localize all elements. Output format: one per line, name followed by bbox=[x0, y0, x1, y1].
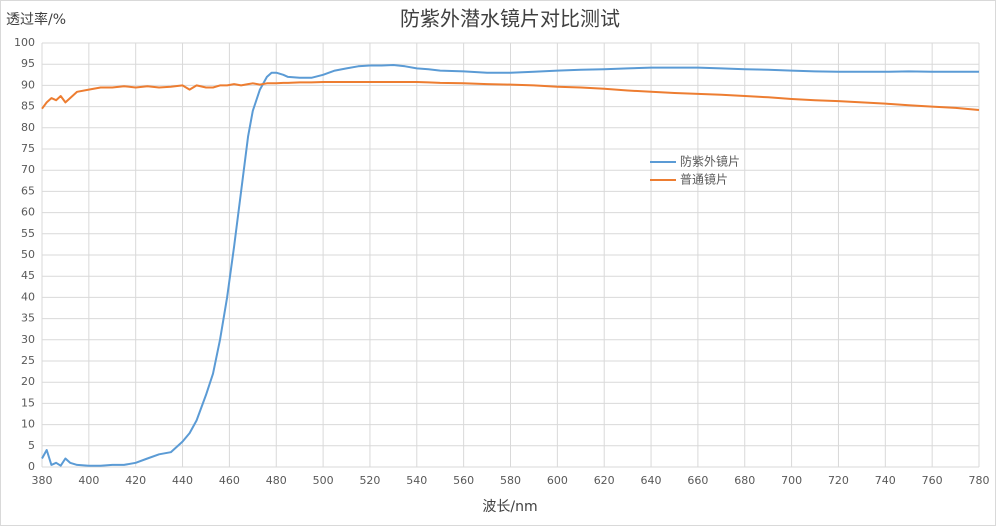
x-tick-label: 380 bbox=[32, 474, 53, 487]
y-tick-label: 55 bbox=[21, 227, 35, 240]
series-line bbox=[41, 64, 979, 467]
y-tick-label: 60 bbox=[21, 206, 35, 219]
y-tick-label: 95 bbox=[21, 57, 35, 70]
y-tick-label: 30 bbox=[21, 333, 35, 346]
x-tick-label: 480 bbox=[266, 474, 287, 487]
x-tick-label: 760 bbox=[922, 474, 943, 487]
y-tick-label: 35 bbox=[21, 312, 35, 325]
x-tick-label: 680 bbox=[734, 474, 755, 487]
y-tick-label: 20 bbox=[21, 375, 35, 388]
series-line bbox=[41, 81, 980, 111]
y-tick-label: 75 bbox=[21, 142, 35, 155]
legend-label: 防紫外镜片 bbox=[680, 154, 740, 169]
x-axis-label: 波长/nm bbox=[482, 499, 537, 515]
y-tick-label: 15 bbox=[21, 396, 35, 409]
y-tick-label: 85 bbox=[21, 100, 35, 113]
y-tick-label: 65 bbox=[21, 184, 35, 197]
legend-label: 普通镜片 bbox=[680, 172, 728, 187]
x-tick-label: 780 bbox=[969, 474, 990, 487]
y-tick-label: 80 bbox=[21, 121, 35, 134]
x-tick-label: 520 bbox=[359, 474, 380, 487]
y-tick-label: 10 bbox=[21, 418, 35, 431]
x-tick-label: 740 bbox=[875, 474, 896, 487]
y-tick-label: 100 bbox=[14, 36, 35, 49]
y-tick-label: 0 bbox=[28, 460, 35, 473]
y-tick-label: 45 bbox=[21, 269, 35, 282]
x-tick-label: 420 bbox=[125, 474, 146, 487]
x-tick-label: 440 bbox=[172, 474, 193, 487]
x-tick-label: 500 bbox=[313, 474, 334, 487]
y-tick-label: 5 bbox=[28, 439, 35, 452]
x-tick-label: 400 bbox=[78, 474, 99, 487]
x-tick-label: 540 bbox=[406, 474, 427, 487]
y-tick-label: 40 bbox=[21, 290, 35, 303]
x-tick-label: 460 bbox=[219, 474, 240, 487]
x-tick-label: 720 bbox=[828, 474, 849, 487]
y-tick-label: 70 bbox=[21, 163, 35, 176]
x-tick-label: 700 bbox=[781, 474, 802, 487]
y-axis-label: 透过率/% bbox=[6, 11, 66, 28]
y-tick-label: 90 bbox=[21, 78, 35, 91]
chart-title: 防紫外潜水镜片对比测试 bbox=[400, 7, 620, 31]
y-tick-label: 50 bbox=[21, 248, 35, 261]
x-tick-label: 640 bbox=[641, 474, 662, 487]
x-tick-label: 580 bbox=[500, 474, 521, 487]
x-tick-label: 660 bbox=[687, 474, 708, 487]
x-tick-label: 620 bbox=[594, 474, 615, 487]
y-tick-label: 25 bbox=[21, 354, 35, 367]
x-tick-label: 560 bbox=[453, 474, 474, 487]
x-tick-label: 600 bbox=[547, 474, 568, 487]
